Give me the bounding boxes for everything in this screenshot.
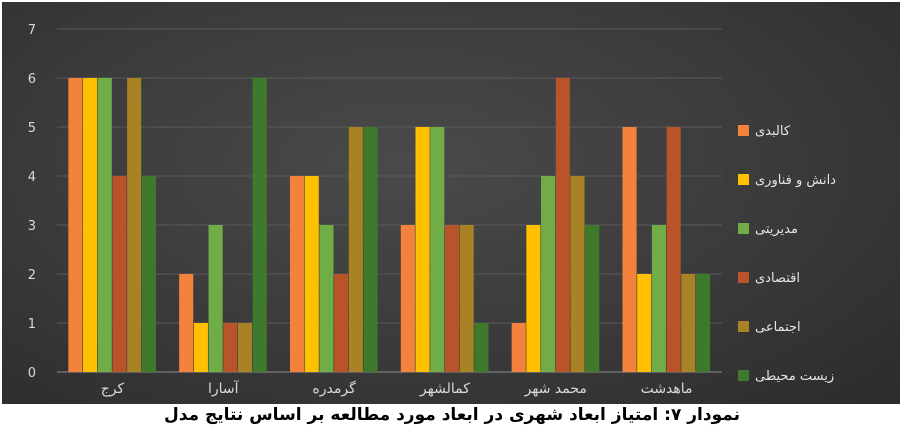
bar — [415, 127, 430, 372]
y-tick-label: 7 — [28, 23, 36, 38]
bar — [363, 127, 378, 372]
bar — [237, 323, 253, 372]
bar — [319, 225, 334, 372]
x-tick-label: ماهدشت — [641, 381, 693, 397]
bar — [252, 78, 267, 372]
bar — [304, 176, 319, 372]
bar — [223, 323, 238, 372]
bar — [459, 225, 474, 372]
y-tick-label: 5 — [28, 121, 36, 136]
bar — [112, 176, 127, 372]
bar — [681, 274, 696, 372]
legend-swatch — [738, 174, 749, 185]
bar — [526, 225, 541, 372]
legend-swatch — [738, 321, 749, 332]
y-tick-label: 2 — [28, 268, 36, 283]
bar — [141, 176, 156, 372]
y-tick-label: 4 — [28, 170, 36, 185]
bar — [666, 127, 681, 372]
bar — [555, 78, 570, 372]
bar — [193, 323, 208, 372]
bar-chart: 0 1 2 3 4 5 6 7 کرج آسارا گرمدره کمالشهر محمد شهر ماه… — [28, 23, 836, 397]
bar — [179, 274, 194, 372]
y-tick-label: 0 — [28, 366, 36, 381]
legend-label: اقتصادی — [755, 271, 800, 286]
bar — [400, 225, 415, 372]
bar — [570, 176, 585, 372]
chart-caption: نمودار ۷: امتیاز ابعاد شهری در ابعاد مور… — [0, 404, 904, 427]
legend-swatch — [738, 272, 749, 283]
bar — [651, 225, 666, 372]
x-tick-label: گرمدره — [312, 380, 356, 397]
legend-swatch — [738, 223, 749, 234]
bar — [637, 274, 652, 372]
legend-swatch — [738, 370, 749, 381]
legend-label: مدیریتی — [755, 222, 798, 237]
bar — [541, 176, 556, 372]
legend-swatch — [738, 125, 749, 136]
bar — [622, 127, 637, 372]
bar — [334, 274, 349, 372]
bar — [474, 323, 489, 372]
bar — [208, 225, 223, 372]
x-tick-label: محمد شهر — [524, 381, 587, 397]
bar — [511, 323, 526, 372]
bar — [444, 225, 460, 372]
legend-label: زیست محیطی — [755, 369, 834, 384]
x-tick-label: کمالشهر — [419, 381, 470, 397]
legend-label: کالبدی — [755, 124, 791, 139]
bar — [83, 78, 98, 372]
legend-label: اجتماعی — [755, 320, 801, 335]
bar — [695, 274, 711, 372]
x-tick-label: آسارا — [208, 380, 240, 397]
legend-label: دانش و فناوری — [755, 173, 836, 188]
bar — [348, 127, 363, 372]
bar — [68, 78, 83, 372]
bar — [289, 176, 305, 372]
x-tick-label: کرج — [101, 381, 125, 397]
y-tick-label: 3 — [28, 219, 36, 234]
bar — [430, 127, 445, 372]
y-tick-label: 6 — [28, 72, 36, 87]
bar — [585, 225, 600, 372]
y-tick-label: 1 — [28, 317, 36, 332]
bar — [97, 78, 112, 372]
bar — [127, 78, 142, 372]
